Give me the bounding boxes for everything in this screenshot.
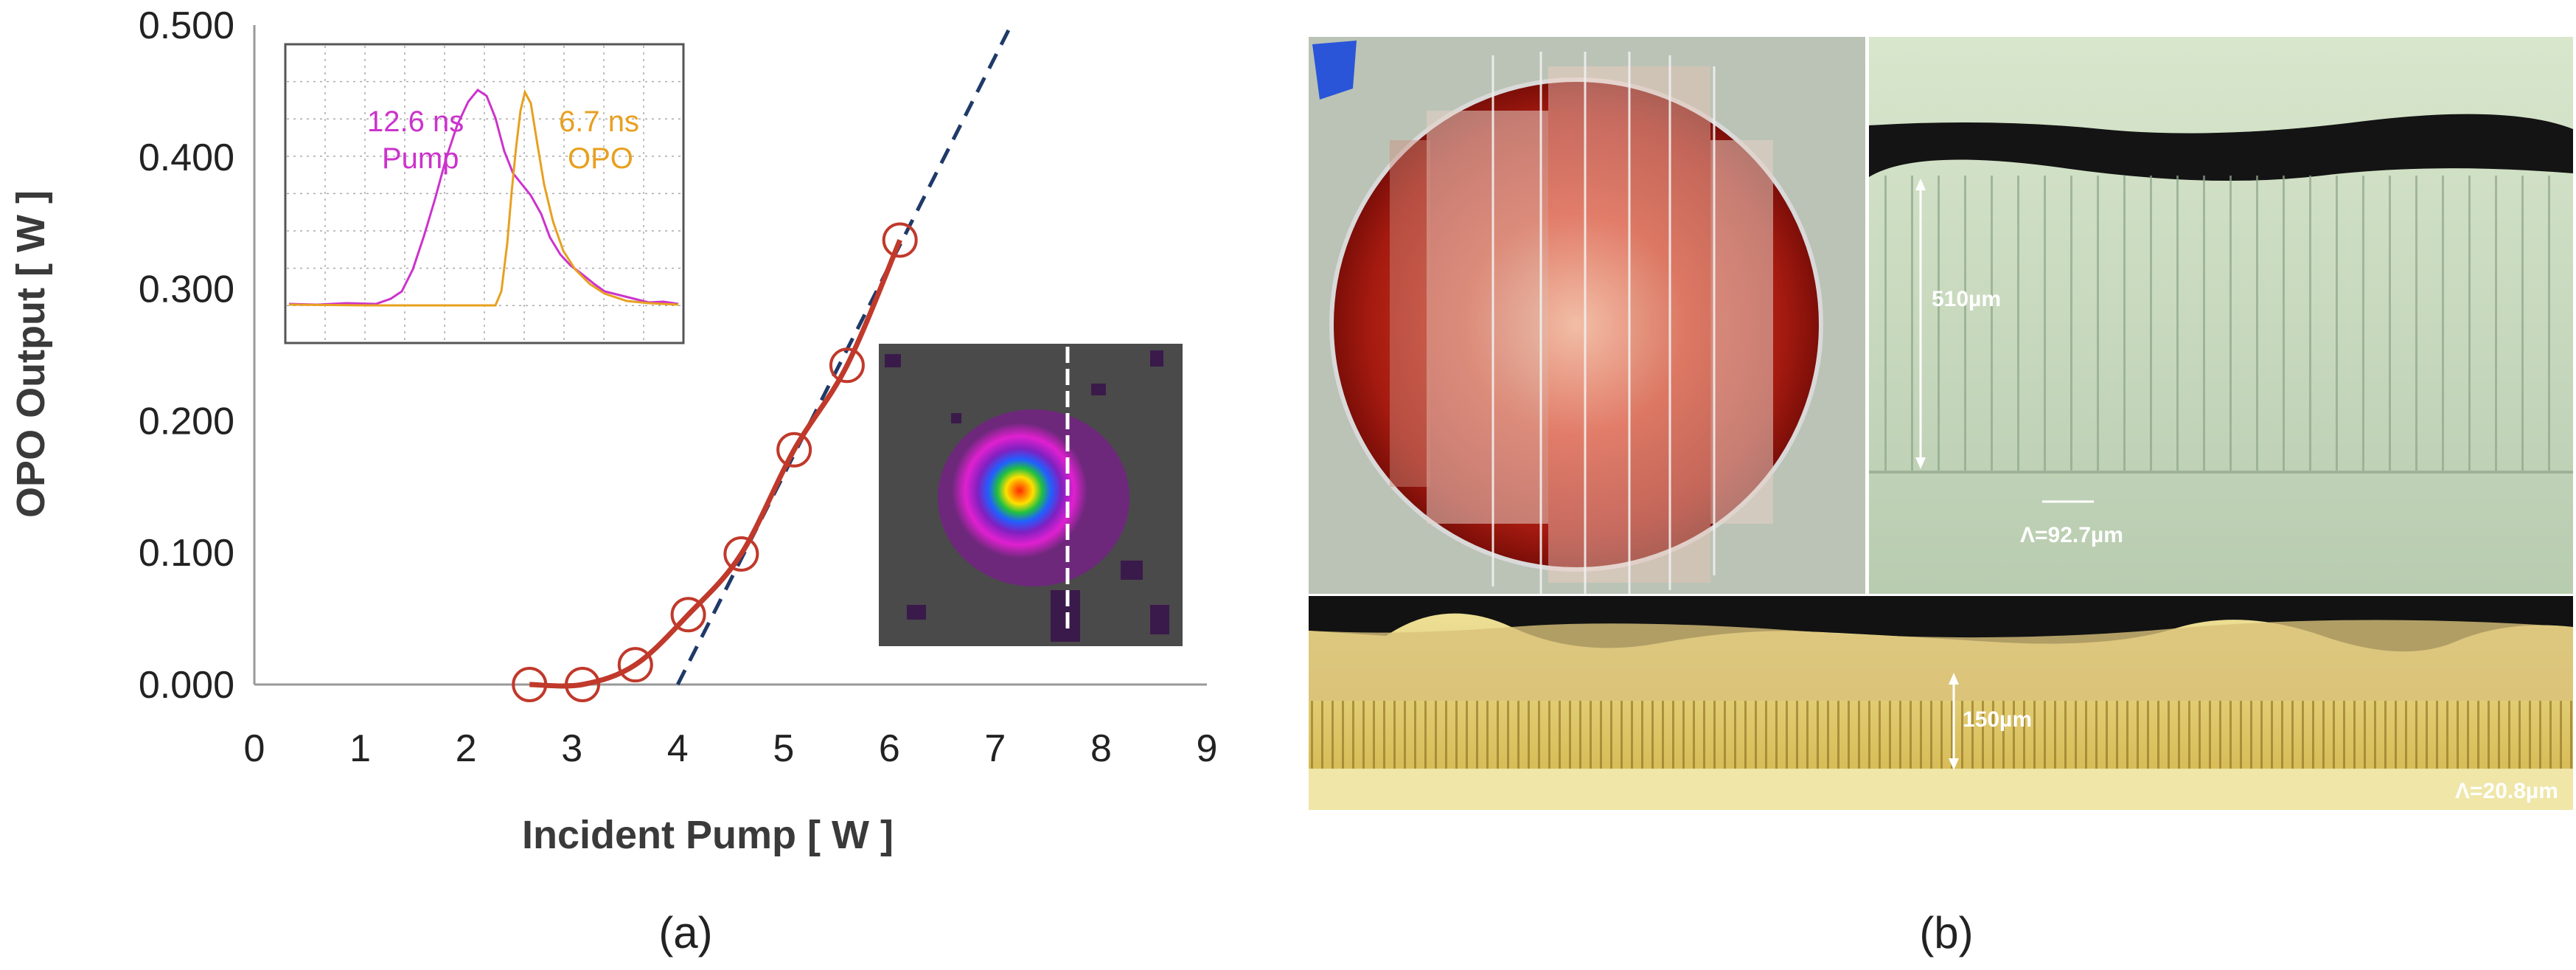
data-point	[776, 432, 812, 468]
x-tick-label: 4	[667, 727, 689, 770]
period-label-1: Λ=92.7µm	[2020, 523, 2123, 547]
pump-width-label: 12.6 ns	[367, 105, 464, 138]
beam-spot	[952, 423, 1087, 558]
x-tick-label: 0	[244, 727, 265, 770]
opo-width-label: 6.7 ns	[559, 105, 639, 138]
pump-name-label: Pump	[382, 142, 459, 175]
x-tick-label: 8	[1090, 727, 1112, 770]
y-tick-label: 0.400	[139, 136, 234, 179]
data-point	[512, 667, 548, 702]
y-tick-label: 0.100	[139, 532, 234, 575]
cross-section-photo-2: 150µm Λ=20.8µm	[1309, 596, 2573, 810]
opo-pulse-trace	[288, 89, 679, 307]
panel-label-a: (a)	[658, 908, 712, 957]
beam-profile-inset	[879, 344, 1183, 646]
data-point	[670, 597, 706, 633]
cross-section-photo-1: 510µm Λ=92.7µm	[1869, 37, 2573, 594]
y-tick-label: 0.200	[139, 400, 234, 443]
x-tick-label: 1	[349, 727, 371, 770]
data-point	[882, 222, 918, 258]
data-point	[617, 647, 653, 683]
plot-area	[253, 25, 1207, 686]
x-tick-label: 7	[984, 727, 1006, 770]
x-tick-label: 6	[879, 727, 900, 770]
thickness-label-2: 150µm	[1963, 707, 2032, 732]
x-tick-label: 5	[773, 727, 794, 770]
linear-fit-line	[675, 24, 1013, 686]
y-tick-label: 0.300	[139, 269, 234, 311]
period-label-2: Λ=20.8µm	[2455, 779, 2558, 803]
data-point	[565, 667, 601, 702]
x-axis-title: Incident Pump [ W ]	[522, 813, 894, 857]
pulse-inset: 12.6 ns Pump 6.7 ns OPO	[284, 43, 685, 344]
y-axis-title: OPO Output [ W ]	[9, 190, 53, 518]
x-tick-label: 3	[561, 727, 582, 770]
x-tick-label: 9	[1197, 727, 1218, 770]
data-markers	[512, 222, 918, 702]
thickness-label-1: 510µm	[1932, 287, 2001, 311]
data-point	[723, 536, 759, 572]
x-tick-labels: 0 1 2 3 4 5 6 7 8 9	[244, 727, 1218, 770]
y-tick-labels: 0.000 0.100 0.200 0.300 0.400 0.500	[139, 4, 234, 707]
y-tick-label: 0.500	[139, 4, 234, 47]
opo-name-label: OPO	[568, 142, 633, 175]
wafer-grating-strips	[1390, 66, 1773, 583]
data-point	[829, 347, 865, 384]
wafer-photo	[1309, 37, 1865, 594]
panel-label-b: (b)	[1919, 908, 1973, 957]
pump-pulse-trace	[288, 88, 679, 306]
beam-speckle	[885, 350, 1169, 642]
data-curve	[529, 239, 902, 689]
y-tick-label: 0.000	[139, 664, 234, 707]
x-tick-label: 2	[456, 727, 477, 770]
